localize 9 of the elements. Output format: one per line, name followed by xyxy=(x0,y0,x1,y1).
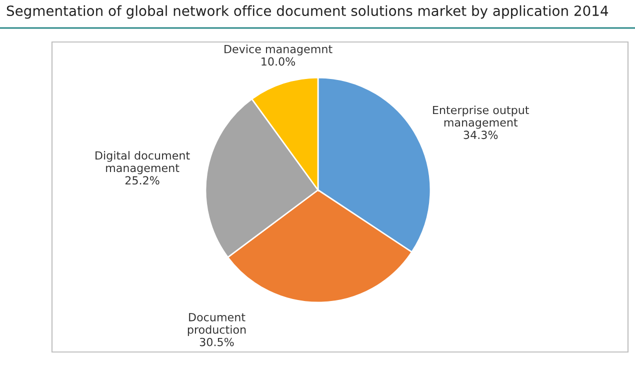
data-label: 10.0% xyxy=(262,57,296,66)
chart-title: Segmentation of global network office document solutions market by application 2014 xyxy=(6,5,608,19)
slice-label: Enterprise output management xyxy=(433,106,530,129)
data-label: 34.3% xyxy=(464,130,498,140)
data-label: 30.5% xyxy=(200,338,234,346)
data-label: 25.2% xyxy=(125,176,160,185)
slice-label: Digital document management xyxy=(96,151,190,174)
slice-label: Device managemnt xyxy=(224,44,332,56)
slice-label: Document production xyxy=(188,313,246,336)
